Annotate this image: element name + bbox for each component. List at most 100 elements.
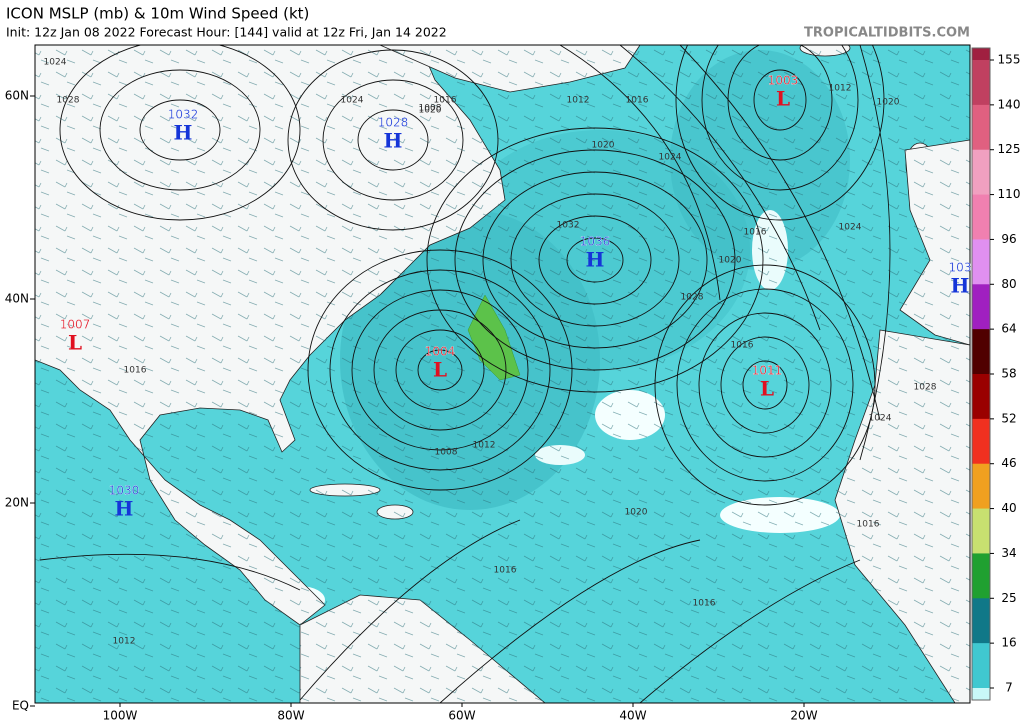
isobar [742,360,788,410]
lon-label: 20W [790,709,817,723]
center-letter: H [586,248,605,272]
colorbar-block [972,48,990,61]
colorbar-label: 46 [1001,456,1016,470]
isobar-label: 1024 [44,58,67,68]
isobar-label: 1012 [567,96,590,106]
isobar [287,49,499,231]
colorbar-block [972,598,990,644]
colorbar-block [972,508,990,554]
center-letter: L [433,358,447,382]
isobar-label: 1012 [473,441,496,451]
colorbar: 155 140 125 110 96 80 64 58 52 46 40 34 25 16 7 [971,47,1021,701]
title: ICON MSLP (mb) & 10m Wind Speed (kt) [6,5,309,23]
isobar-label: 1028 [681,293,704,303]
isobar [299,519,521,701]
isobar-label: 1028 [914,383,937,393]
isobar-label: 1020 [592,141,615,151]
isobar-label: 1028 [57,96,80,106]
isobar-label: 1020 [877,98,900,108]
isobar [307,249,573,491]
center-value: 103 [949,261,972,275]
isobar [395,329,485,411]
isobar-label: 1024 [869,414,892,424]
isobar-label: 1020 [419,106,442,116]
center-value: 1036 [580,235,611,249]
center-value: 1011 [752,364,783,378]
center-value: 1032 [168,108,199,122]
isobar [439,539,701,703]
center-letter: H [115,497,134,521]
isobar [720,336,810,434]
lon-label: 40W [619,709,646,723]
isobar [139,99,221,161]
colorbar-block [972,104,990,151]
isobar [675,45,885,221]
isobar-label: 1016 [693,599,716,609]
isobar [454,149,736,371]
colorbar-block [972,643,990,689]
colorbar-block [972,239,990,285]
isobar-label: 1032 [557,221,580,231]
isobar [538,215,652,305]
colorbar-block [972,418,990,465]
colorbar-block [972,284,990,330]
isobar [753,69,807,131]
isobars [39,45,891,703]
isobar-label: 1020 [625,508,648,518]
isobar-label: 1008 [435,448,458,458]
colorbar-label: 64 [1001,322,1016,336]
isobar [559,45,721,301]
isobar [482,171,708,349]
center-letter: H [384,129,403,153]
isobar [426,127,764,393]
map-frame [34,44,971,704]
isobar-label: 1016 [494,566,517,576]
isobar-label: 1020 [719,256,742,266]
isobar [566,237,624,283]
center-letter: L [776,87,790,111]
subtitle: Init: 12z Jan 08 2022 Forecast Hour: [14… [6,25,447,40]
colorbar-label: 155 [998,53,1021,67]
colorbar-label: 58 [1001,367,1016,381]
center-value: 1028 [378,116,409,130]
colorbar-label: 140 [998,97,1021,111]
colorbar-label: 7 [1005,681,1013,695]
isobar [322,79,464,201]
isobar [654,264,876,506]
colorbar-label: 34 [1001,546,1016,560]
colorbar-label: 96 [1001,232,1016,246]
isobar-label: 1012 [829,84,852,94]
lat-label: 60N [5,89,29,103]
colorbar-label: 80 [1001,277,1016,291]
isobar [679,45,881,421]
lat-label: 40N [5,292,29,306]
colorbar-block [972,329,990,375]
center-letter: L [68,331,82,355]
isobar-label: 1016 [857,520,880,530]
colorbar-label: 16 [1001,636,1016,650]
isobar-label: 1016 [124,366,147,376]
isobar [859,45,891,461]
isobar [351,289,529,451]
colorbar-block [972,60,990,106]
isobar-label: 1016 [731,341,754,351]
isobar [676,288,854,482]
colorbar-label: 110 [998,187,1021,201]
lat-label: EQ [12,699,29,713]
isobar-label: 1024 [659,153,682,163]
colorbar-label: 40 [1001,501,1016,515]
center-letter: L [760,377,774,401]
center-value: 1004 [425,345,456,359]
colorbar-block [972,149,990,196]
isobar-label: 1012 [113,637,136,647]
colorbar-block [972,194,990,240]
lon-label: 80W [277,709,304,723]
isobar [417,349,463,391]
isobar-label: 1016 [744,228,767,238]
isobar-label: 1016 [626,96,649,106]
isobar [357,109,429,171]
colorbar-label: 125 [998,142,1021,156]
